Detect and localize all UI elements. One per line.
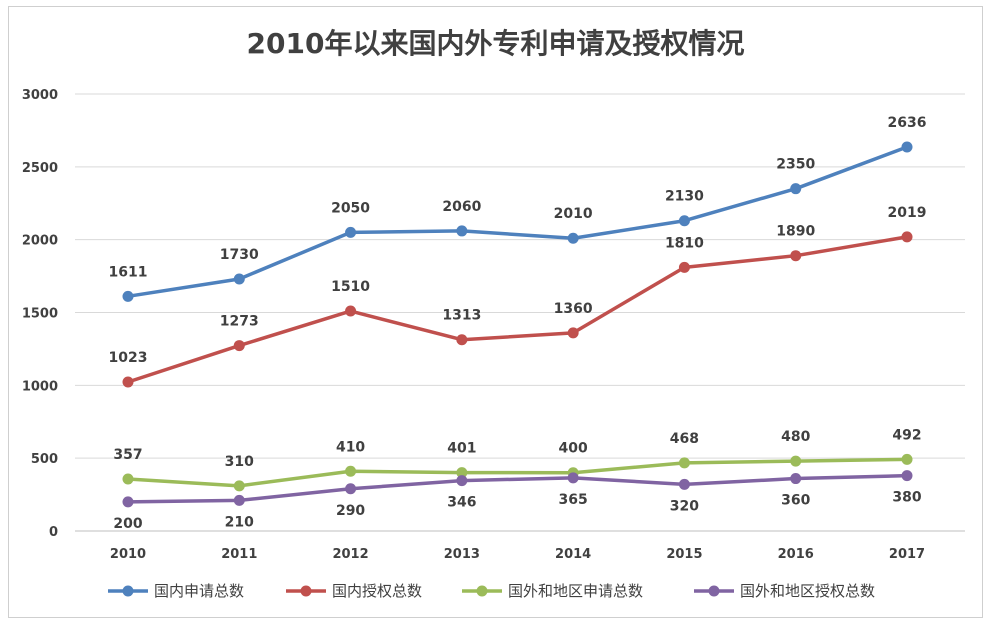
y-tick-label: 1000 (22, 379, 58, 394)
legend-label: 国外和地区授权总数 (740, 582, 875, 600)
data-label: 2019 (888, 205, 927, 221)
data-label: 2350 (776, 157, 815, 173)
data-label: 1730 (220, 247, 259, 263)
data-point (567, 232, 579, 244)
data-point (456, 334, 468, 346)
data-label: 1023 (109, 350, 148, 366)
legend-marker (476, 585, 488, 597)
data-point (456, 225, 468, 237)
y-tick-label: 0 (49, 525, 58, 540)
y-tick-label: 500 (31, 452, 58, 467)
data-label: 1890 (776, 224, 815, 240)
data-point (678, 261, 690, 273)
data-point (790, 473, 802, 485)
data-point (456, 467, 468, 479)
data-label: 357 (113, 447, 142, 463)
y-tick-label: 2000 (22, 234, 58, 249)
data-label: 200 (113, 516, 142, 532)
x-tick-label: 2011 (221, 547, 257, 562)
data-label: 2636 (888, 115, 927, 131)
data-point (678, 215, 690, 227)
data-label: 468 (670, 431, 699, 447)
data-label: 210 (225, 514, 254, 530)
data-label: 1510 (331, 279, 370, 295)
data-point (678, 457, 690, 469)
data-point (345, 483, 357, 495)
series-line (126, 235, 909, 384)
data-label: 320 (670, 498, 699, 514)
y-tick-label: 2500 (22, 161, 58, 176)
y-tick-label: 1500 (22, 307, 58, 322)
data-label: 492 (892, 427, 921, 443)
legend-marker (122, 585, 134, 597)
data-label: 2060 (442, 199, 481, 215)
data-point (233, 480, 245, 492)
data-point (233, 273, 245, 285)
data-label: 360 (781, 493, 810, 509)
data-point (567, 472, 579, 484)
x-tick-label: 2012 (332, 547, 368, 562)
data-point (233, 494, 245, 506)
data-point (901, 470, 913, 482)
data-label: 2130 (665, 189, 704, 205)
data-point (678, 478, 690, 490)
data-label: 290 (336, 503, 365, 519)
data-label: 1810 (665, 235, 704, 251)
data-point (567, 327, 579, 339)
series-line (126, 145, 909, 299)
data-label: 400 (559, 441, 588, 457)
legend-label: 国内授权总数 (332, 582, 422, 600)
data-label: 1313 (442, 308, 481, 324)
data-label: 2010 (554, 206, 593, 222)
data-point (233, 340, 245, 352)
data-point (901, 141, 913, 153)
data-point (345, 226, 357, 238)
chart-title: 2010年以来国内外专利申请及授权情况 (246, 27, 745, 60)
legend-marker (300, 585, 312, 597)
data-point (901, 231, 913, 243)
data-point (345, 305, 357, 317)
data-point (456, 475, 468, 487)
data-label: 346 (447, 495, 476, 511)
series-line (126, 473, 909, 504)
x-tick-label: 2015 (666, 547, 702, 562)
data-label: 1611 (109, 264, 148, 280)
data-label: 365 (559, 492, 588, 508)
legend-marker (708, 585, 720, 597)
series-group (122, 141, 913, 508)
x-tick-label: 2014 (555, 547, 591, 562)
data-point (790, 250, 802, 262)
data-point (901, 453, 913, 465)
data-labels: 1611 1730 2050 2060 2010 2130 2350 2636 1023 1273… (109, 115, 927, 532)
x-tick-label: 2016 (778, 547, 814, 562)
series-line (126, 457, 909, 488)
data-label: 1273 (220, 314, 259, 330)
data-point (122, 376, 134, 388)
x-tick-label: 2013 (444, 547, 480, 562)
x-tick-label: 2017 (889, 547, 925, 562)
x-tick-label: 2010 (110, 547, 146, 562)
data-label: 410 (336, 439, 365, 455)
data-point (790, 455, 802, 467)
data-label: 401 (447, 441, 476, 457)
gridlines (75, 93, 965, 532)
legend: 国内申请总数 国内授权总数 国外和地区申请总数 国外和地区授权总数 (108, 582, 875, 600)
y-axis-ticks: 0 500 1000 1500 2000 2500 3000 (22, 88, 58, 540)
data-point (122, 496, 134, 508)
legend-label: 国内申请总数 (154, 582, 244, 600)
data-label: 380 (892, 490, 921, 506)
data-label: 1360 (554, 301, 593, 317)
data-label: 480 (781, 429, 810, 445)
data-point (122, 473, 134, 485)
data-point (122, 290, 134, 302)
x-axis-ticks: 2010 2011 2012 2013 2014 2015 2016 2017 (110, 547, 925, 562)
legend-label: 国外和地区申请总数 (508, 582, 643, 600)
data-point (790, 183, 802, 195)
y-tick-label: 3000 (22, 88, 58, 103)
data-label: 2050 (331, 200, 370, 216)
data-point (345, 465, 357, 477)
data-label: 310 (225, 454, 254, 470)
